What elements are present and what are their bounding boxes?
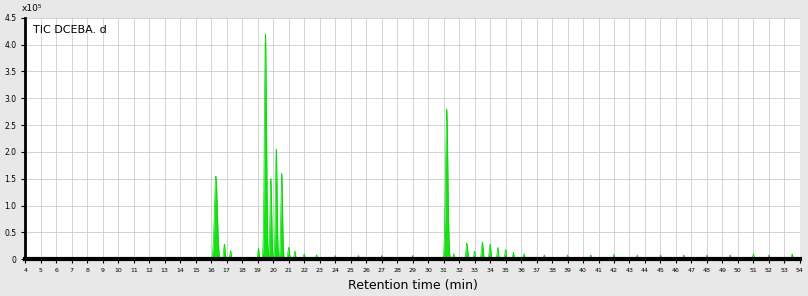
Text: TIC DCEBA. d: TIC DCEBA. d [33,25,107,35]
X-axis label: Retention time (min): Retention time (min) [347,279,478,292]
Text: x10⁵: x10⁵ [22,4,42,13]
